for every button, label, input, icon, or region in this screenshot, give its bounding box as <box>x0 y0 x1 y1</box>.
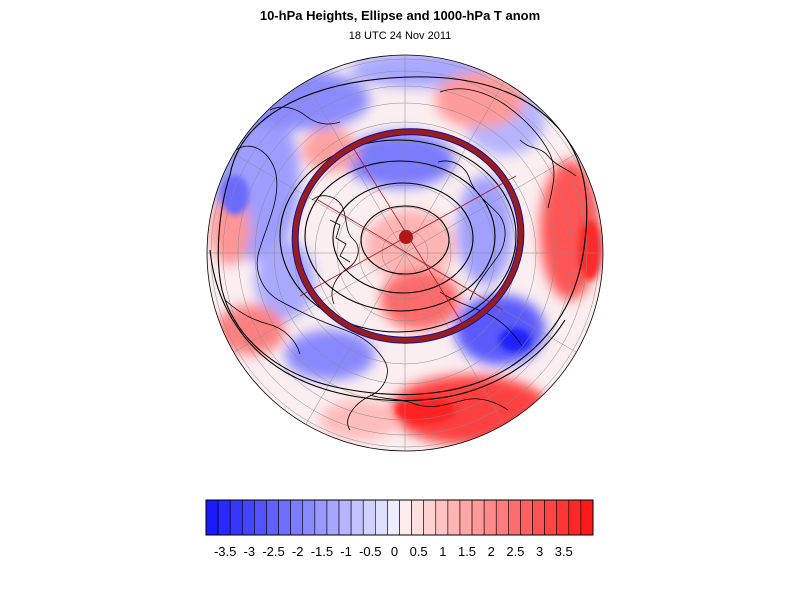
colorbar-tick-label: 3 <box>536 544 543 559</box>
colorbar-box <box>399 499 412 536</box>
colorbar-box <box>229 499 243 536</box>
colorbar-tick-label: -3 <box>244 544 256 559</box>
anom-cold-south-west <box>285 330 375 380</box>
colorbar-box <box>205 499 219 536</box>
colorbar-box <box>217 499 231 536</box>
colorbar-tick-label: 1.5 <box>458 544 476 559</box>
colorbar-boxes <box>205 499 594 536</box>
colorbar-tick-label: 1 <box>439 544 446 559</box>
ellipse-outline-red <box>292 129 524 343</box>
globe-content <box>207 55 603 451</box>
colorbar-box <box>350 499 364 536</box>
colorbar-tick-label: -1 <box>340 544 352 559</box>
coastline-south-west <box>224 299 301 355</box>
colorbar-box <box>580 499 594 536</box>
globe-outline <box>206 54 604 452</box>
colorbar-box <box>302 499 316 536</box>
vortex-ellipse <box>291 128 525 344</box>
anom-cold-inner-east <box>457 175 513 285</box>
colorbar-tick-label: -0.5 <box>359 544 381 559</box>
colorbar-box <box>556 499 570 536</box>
height-contour <box>209 249 566 402</box>
colorbar-box <box>241 499 255 536</box>
colorbar-box <box>278 499 291 536</box>
colorbar-frame <box>205 499 594 536</box>
colorbar-box <box>375 499 388 536</box>
ellipse-axis-diagonal <box>317 199 504 311</box>
colorbar-box <box>326 499 340 536</box>
colorbar-labels: -3.5 -3 -2.5 -2 -1.5 -1 -0.5 0 0.5 1 1.5 2 2.5 3 3.5 <box>214 544 573 559</box>
colorbar-tick-label: 0 <box>391 544 398 559</box>
height-contours <box>209 76 588 402</box>
height-contour <box>217 76 588 396</box>
colorbar-box <box>520 499 533 536</box>
colorbar-box <box>290 499 304 536</box>
colorbar-tick-label: 3.5 <box>555 544 573 559</box>
colorbar-box <box>435 499 449 536</box>
coastline-north-east <box>437 160 506 301</box>
colorbar-box <box>266 499 279 536</box>
height-contour <box>304 160 496 312</box>
meridian <box>233 153 406 254</box>
height-contour <box>360 205 450 275</box>
anom-cold-inner-north <box>345 132 455 188</box>
colorbar-tick-label: -1.5 <box>311 544 333 559</box>
anom-cold-core-west <box>221 175 249 215</box>
anom-warm-north-east <box>435 72 525 128</box>
colorbar-box <box>532 499 545 536</box>
colorbar-tick-label: 2 <box>488 544 495 559</box>
coastline-south <box>369 394 509 411</box>
meridian <box>404 153 577 254</box>
colorbar-box <box>338 499 352 536</box>
meridian <box>404 81 505 254</box>
coastline-archipelago <box>329 219 351 263</box>
colorbar-box <box>483 499 497 536</box>
colorbar-box <box>254 499 267 536</box>
anom-warm-core-east <box>578 220 602 280</box>
meridian <box>305 81 406 254</box>
figure-title: 10-hPa Heights, Ellipse and 1000-hPa T a… <box>259 8 541 23</box>
colorbar-box <box>447 499 461 536</box>
colorbar-box <box>568 499 582 536</box>
coastline-north-east-2 <box>519 139 577 177</box>
colorbar-box <box>544 499 558 536</box>
colorbar-box <box>459 499 473 536</box>
meridian <box>404 252 505 425</box>
anom-warm-south <box>320 400 400 440</box>
colorbar-box <box>471 499 485 536</box>
anom-warm-north-west <box>302 128 358 172</box>
coastline-west <box>235 145 388 431</box>
meridian <box>305 252 406 425</box>
height-contour <box>332 182 474 294</box>
colorbar-box <box>314 499 328 536</box>
colorbar-tick-label: -2.5 <box>262 544 284 559</box>
colorbar-tick-label: 2.5 <box>506 544 524 559</box>
colorbar-box <box>411 499 424 536</box>
colorbar-tick-label: -3.5 <box>214 544 236 559</box>
ellipse-center-marker <box>399 230 413 244</box>
colorbar-box <box>387 499 400 536</box>
colorbar-box <box>508 499 521 536</box>
coastline-north <box>439 88 555 209</box>
figure-subtitle: 18 UTC 24 Nov 2011 <box>348 30 452 42</box>
height-contour <box>279 139 517 333</box>
coastline-north-west <box>269 106 341 125</box>
colorbar-box <box>362 499 376 536</box>
colorbar-tick-label: -2 <box>292 544 304 559</box>
colorbar-box <box>495 499 509 536</box>
anom-warm-pole <box>365 210 455 280</box>
coastline-greenland <box>311 195 359 305</box>
colorbar-tick-label: 0.5 <box>410 544 428 559</box>
colorbar-box <box>423 499 437 536</box>
